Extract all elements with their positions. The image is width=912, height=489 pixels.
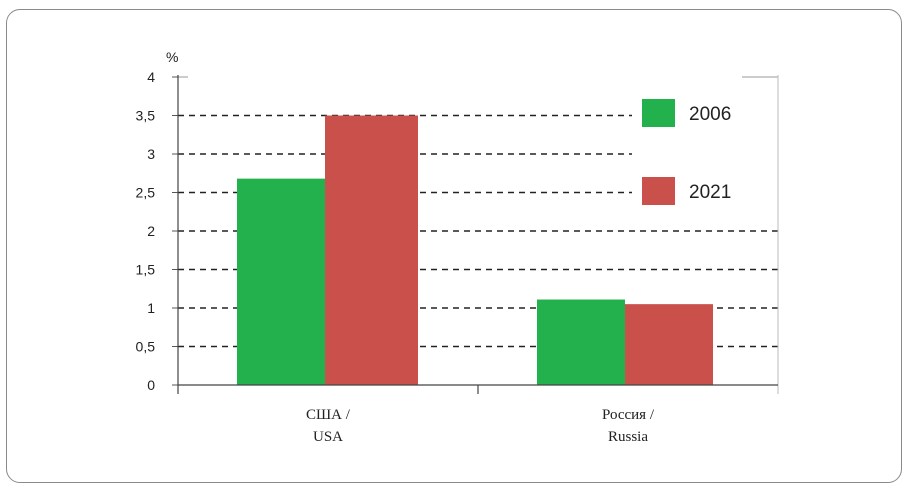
legend-swatch-2021 bbox=[642, 177, 675, 205]
legend-label-2021: 2021 bbox=[689, 182, 731, 203]
chart-frame bbox=[6, 9, 902, 483]
y-tick-label: 1,5 bbox=[136, 262, 156, 278]
legend-swatch-2006 bbox=[642, 99, 675, 127]
category-label-line1: Россия / bbox=[602, 407, 655, 423]
bars bbox=[237, 115, 713, 385]
bar-2006-russia bbox=[537, 299, 625, 385]
y-axis-unit-label: % bbox=[166, 49, 178, 65]
legend-label-2006: 2006 bbox=[689, 104, 731, 125]
category-labels: США / USA Россия / Russia bbox=[306, 407, 655, 445]
y-tick-labels: 0 0,5 1 1,5 2 2,5 3 3,5 4 bbox=[136, 69, 156, 393]
category-label-line2: Russia bbox=[608, 429, 648, 445]
y-tick-label: 0,5 bbox=[136, 339, 156, 355]
axes bbox=[172, 75, 779, 394]
y-tick-label: 1 bbox=[147, 300, 155, 316]
category-label-line1: США / bbox=[306, 407, 351, 423]
legend: 2006 2021 bbox=[642, 99, 731, 205]
y-tick-label: 2,5 bbox=[136, 185, 156, 201]
y-tick-label: 2 bbox=[147, 223, 155, 239]
y-tick-label: 3,5 bbox=[136, 108, 156, 124]
category-label-line2: USA bbox=[313, 429, 343, 445]
y-tick-label: 3 bbox=[147, 146, 155, 162]
y-tick-label: 0 bbox=[147, 377, 155, 393]
bar-2021-usa bbox=[325, 115, 418, 385]
bar-2006-usa bbox=[237, 178, 325, 385]
y-tick-label: 4 bbox=[147, 69, 155, 85]
bar-2021-russia bbox=[625, 304, 713, 385]
